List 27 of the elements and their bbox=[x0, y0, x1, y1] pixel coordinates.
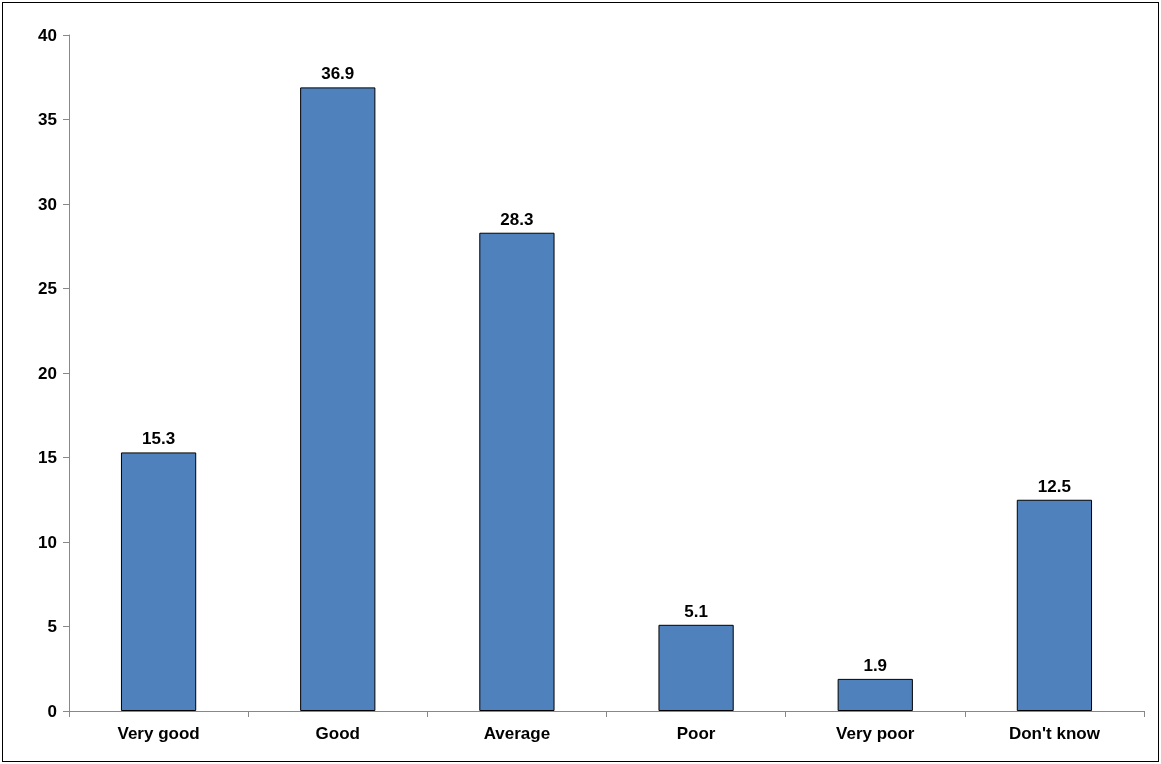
y-tick-label: 20 bbox=[38, 363, 57, 383]
y-tick-label: 5 bbox=[47, 617, 57, 636]
y-tick-label: 15 bbox=[38, 448, 57, 467]
data-label: 12.5 bbox=[1037, 476, 1071, 496]
x-tick-label: Very poor bbox=[836, 724, 915, 743]
data-label: 15.3 bbox=[142, 429, 176, 449]
x-tick-label: Average bbox=[483, 724, 551, 743]
x-tick-label: Poor bbox=[676, 724, 716, 743]
bar bbox=[837, 678, 913, 711]
bar bbox=[300, 87, 376, 711]
y-tick-label: 10 bbox=[38, 532, 57, 552]
y-tick-label: 25 bbox=[38, 279, 57, 298]
x-tick-label: Very good bbox=[117, 724, 200, 743]
data-label: 5.1 bbox=[684, 601, 708, 621]
bar bbox=[658, 624, 734, 711]
x-tick-label: Don't know bbox=[1008, 724, 1101, 743]
y-tick-label: 30 bbox=[38, 194, 57, 214]
data-label: 28.3 bbox=[500, 209, 534, 229]
x-tick-label: Good bbox=[315, 724, 360, 743]
y-tick-label: 35 bbox=[38, 110, 57, 129]
bar bbox=[479, 232, 555, 711]
y-tick-label: 0 bbox=[47, 701, 57, 721]
bar bbox=[1016, 499, 1093, 711]
data-label: 1.9 bbox=[863, 655, 888, 675]
y-tick-label: 40 bbox=[38, 25, 57, 45]
bar bbox=[120, 452, 197, 711]
data-label: 36.9 bbox=[321, 64, 355, 84]
